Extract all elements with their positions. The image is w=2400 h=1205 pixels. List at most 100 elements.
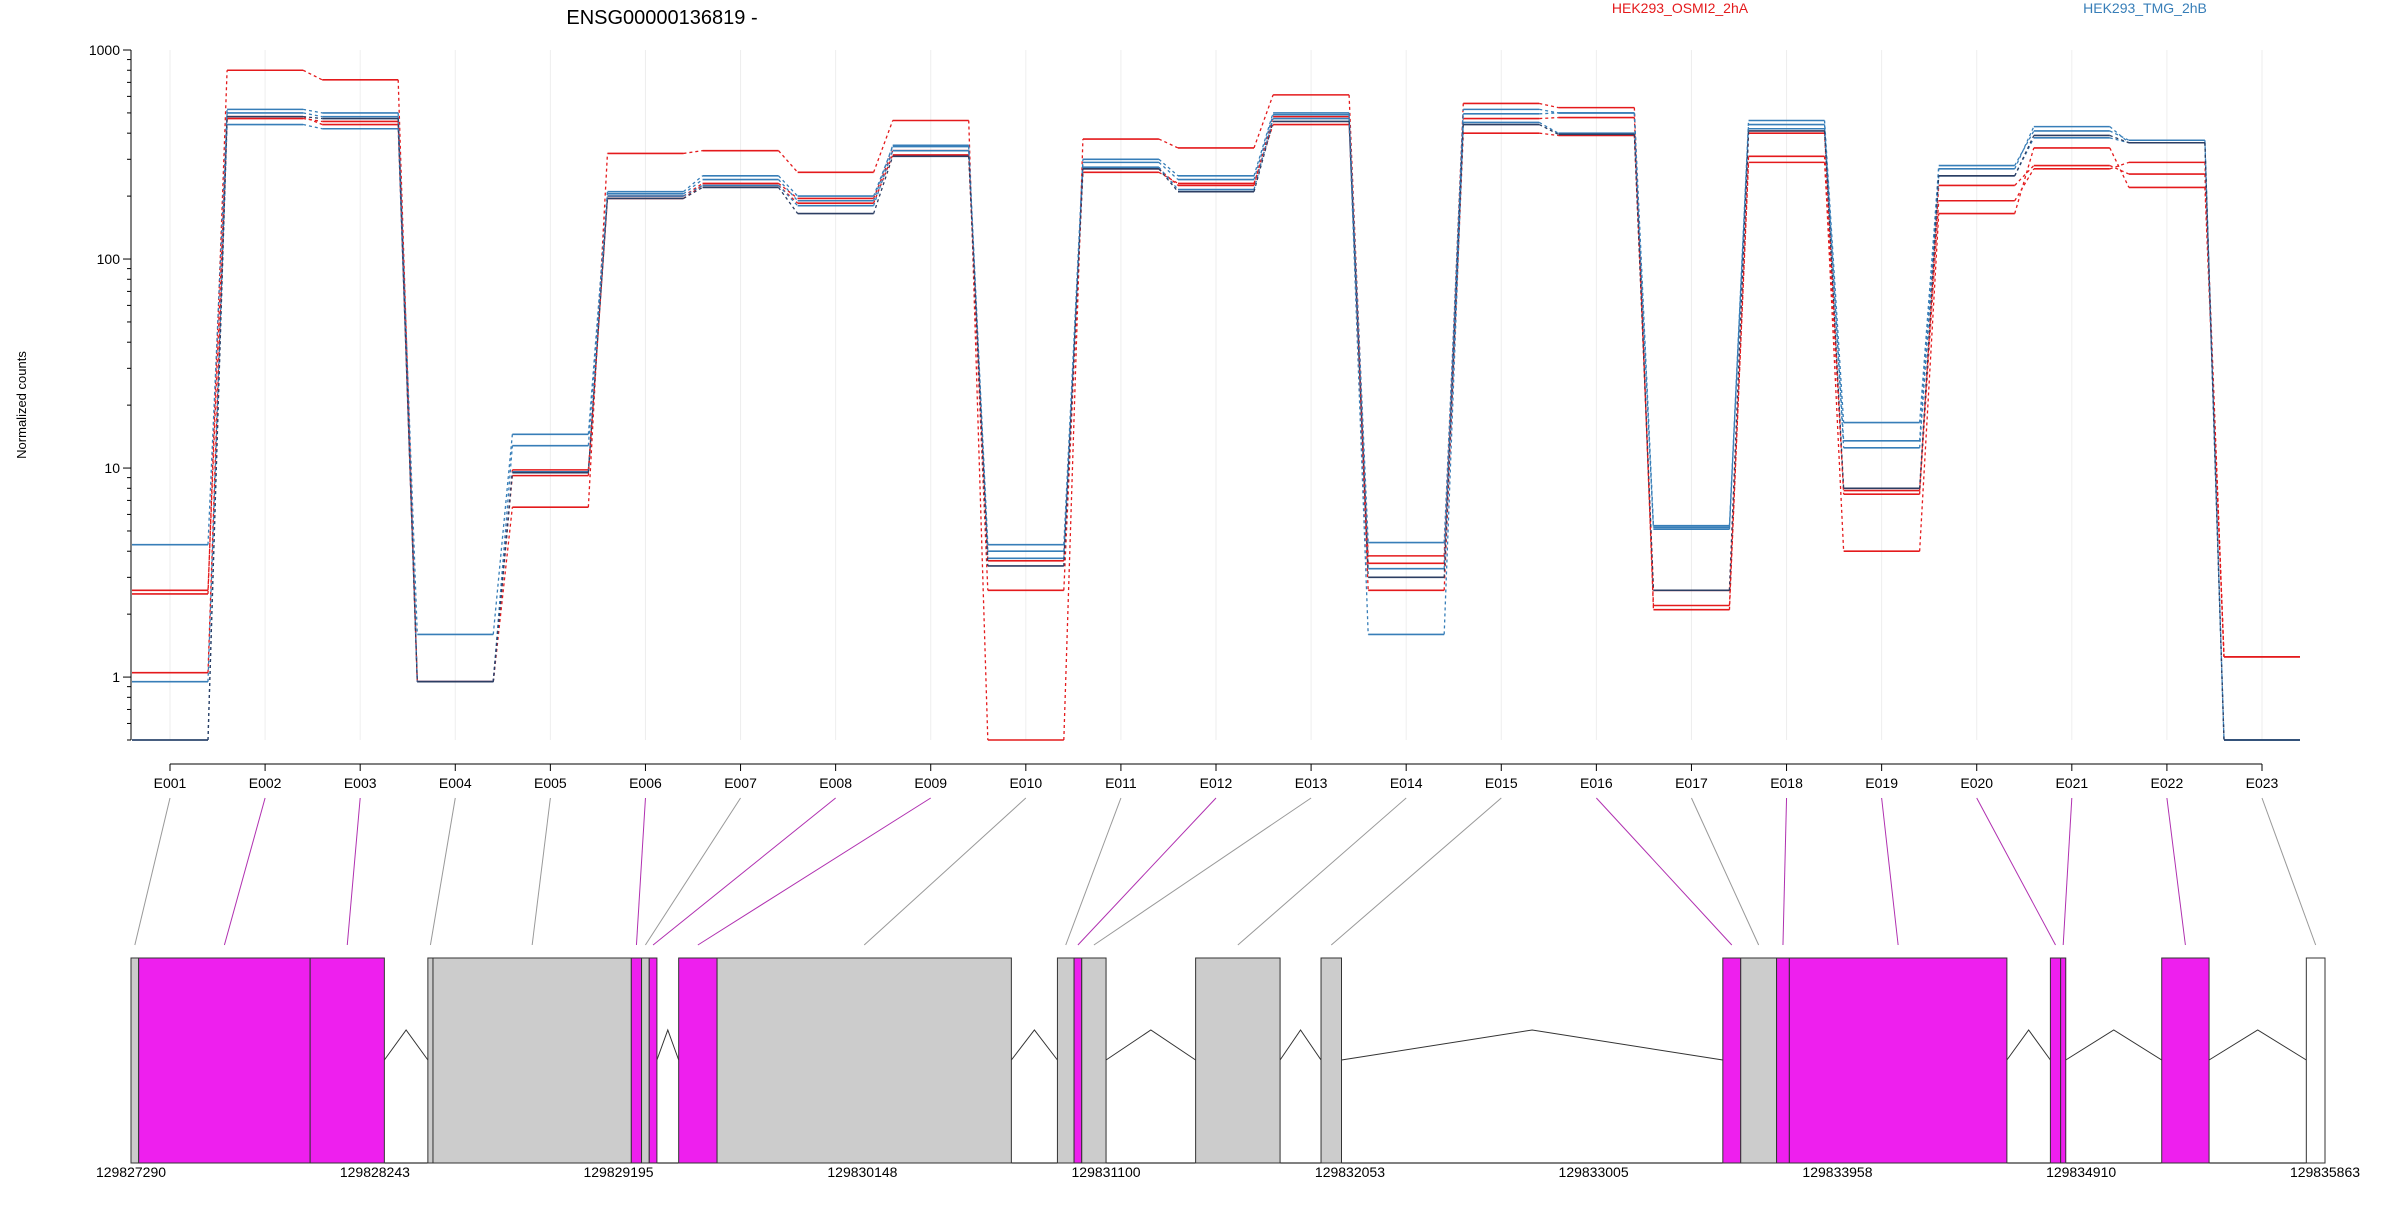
- intron-line: [2208, 1029, 2307, 1061]
- intron-line: [2065, 1029, 2162, 1061]
- series-connector: [1348, 118, 1369, 635]
- series-connector: [873, 154, 894, 204]
- x-tick-label: E010: [1009, 775, 1042, 791]
- series-connector: [873, 145, 894, 201]
- series-connector: [1443, 113, 1464, 569]
- exon-box: [2305, 957, 2326, 1164]
- series-connector: [492, 445, 514, 682]
- exon-connector: [1237, 797, 1407, 946]
- exon-connector: [644, 797, 741, 946]
- legend-entry-osmi2: HEK293_OSMI2_2hA: [1612, 0, 1749, 16]
- x-tick-label: E019: [1865, 775, 1898, 791]
- exon-connector: [2166, 797, 2186, 946]
- series-connector: [1823, 120, 1845, 423]
- series-connector: [1158, 158, 1179, 177]
- exon-connector: [134, 797, 171, 946]
- series-connector: [1063, 167, 1084, 559]
- intron-line: [1105, 1029, 1196, 1061]
- exon-connector: [1595, 797, 1733, 946]
- exon-connector: [635, 797, 646, 946]
- exon-connector: [531, 797, 551, 946]
- exon-connector: [652, 797, 836, 946]
- series-connector: [683, 179, 703, 195]
- series-connector: [1918, 175, 1940, 489]
- series-connector: [683, 175, 703, 193]
- genomic-coordinate-label: 129828243: [340, 1164, 410, 1180]
- x-tick-label: E011: [1105, 775, 1137, 791]
- genomic-coordinate-label: 129832053: [1315, 1164, 1385, 1180]
- series-connector: [2014, 168, 2035, 202]
- series-connector: [302, 117, 323, 123]
- x-tick-label: E022: [2151, 775, 2184, 791]
- series-connector: [778, 150, 799, 173]
- genomic-coordinate-label: 129834910: [2046, 1164, 2116, 1180]
- y-tick-label: 100: [97, 251, 121, 267]
- exon-connector: [863, 797, 1027, 946]
- series-connector: [1539, 112, 1559, 115]
- exon-connector: [1881, 797, 1899, 946]
- series-connector: [492, 434, 514, 635]
- genomic-coordinate-label: 129833958: [1802, 1164, 1872, 1180]
- series-connector: [1538, 123, 1559, 135]
- exon-box: [2049, 957, 2062, 1164]
- series-connector: [1728, 162, 1750, 606]
- x-tick-label: E001: [154, 775, 187, 791]
- series-connector: [1158, 168, 1179, 193]
- series-connector: [1728, 130, 1750, 591]
- exon-box: [1056, 957, 1075, 1164]
- series-connector: [2109, 164, 2130, 175]
- x-tick-label: E021: [2055, 775, 2088, 791]
- series-connector: [1823, 156, 1845, 552]
- x-tick-label: E013: [1295, 775, 1328, 791]
- genomic-coordinate-label: 129833005: [1559, 1164, 1629, 1180]
- grid-lines: [169, 50, 2263, 740]
- exon-connector: [1976, 797, 2056, 946]
- series-connector: [683, 184, 703, 197]
- series-connector: [1158, 166, 1179, 190]
- x-tick-label: E007: [724, 775, 757, 791]
- series-connector: [1539, 108, 1559, 114]
- series-connector: [683, 149, 703, 155]
- y-tick-label: 1000: [89, 42, 120, 58]
- genomic-coordinate-label: 129830148: [827, 1164, 897, 1180]
- y-axis-label: Normalized counts: [14, 351, 29, 459]
- intron-line: [1010, 1029, 1058, 1061]
- series-connector: [968, 156, 989, 567]
- series-connector: [207, 118, 228, 591]
- x-tick-label: E017: [1675, 775, 1708, 791]
- series-connector: [397, 118, 418, 682]
- exon-box: [1320, 957, 1343, 1164]
- series-connector: [302, 116, 323, 126]
- series-connector: [397, 116, 418, 682]
- series-connector: [1158, 161, 1179, 181]
- series-connector: [302, 123, 323, 130]
- series-connector: [1253, 112, 1274, 177]
- exon-box: [130, 957, 140, 1164]
- series-connector: [1348, 121, 1369, 578]
- series-connector: [2109, 130, 2130, 141]
- series-connector: [1633, 133, 1655, 530]
- series-connector: [1918, 165, 1940, 441]
- series-connector: [778, 184, 799, 204]
- series-connector: [1443, 122, 1464, 635]
- exon-connector: [1690, 797, 1760, 946]
- exon-connectors: [134, 797, 2317, 946]
- series-connector: [492, 472, 514, 682]
- x-tick-label: E015: [1485, 775, 1518, 791]
- exon-box: [1776, 957, 1790, 1164]
- series-connector: [2109, 137, 2130, 144]
- genomic-coordinate-label: 129835863: [2290, 1164, 2360, 1180]
- series-connector: [1158, 138, 1179, 149]
- exon-box: [2060, 957, 2067, 1164]
- series-connector: [1158, 168, 1179, 186]
- x-tick-label: E012: [1200, 775, 1233, 791]
- series-connector: [2014, 165, 2035, 186]
- intron-line: [1279, 1029, 1322, 1061]
- series-connector: [778, 179, 799, 202]
- series-connector: [683, 182, 703, 197]
- series-connector: [207, 109, 228, 545]
- series-connector: [683, 186, 703, 199]
- series-connector: [302, 112, 323, 118]
- series-connector: [873, 150, 894, 206]
